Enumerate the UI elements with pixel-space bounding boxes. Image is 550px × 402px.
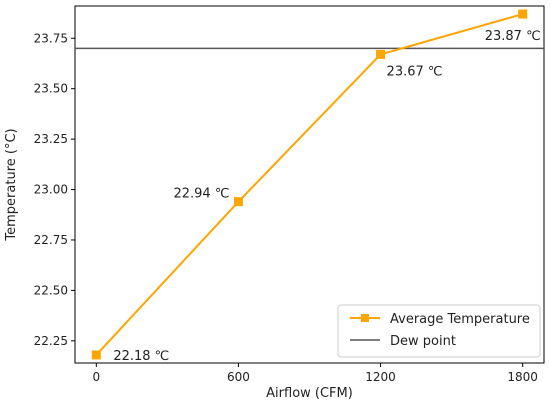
data-label: 23.67 ℃ [387, 64, 443, 79]
data-labels-layer: 22.18 ℃ 22.94 ℃ 23.67 ℃ 23.87 ℃ [113, 29, 540, 364]
y-tick-label: 23.75 [34, 31, 68, 45]
data-label: 22.18 ℃ [113, 349, 169, 364]
x-tick-label: 1200 [365, 370, 396, 384]
y-tick-label: 22.75 [34, 233, 68, 247]
x-axis-label: Airflow (CFM) [266, 386, 353, 401]
legend: Average Temperature Dew point [337, 304, 541, 358]
x-tick-label: 1800 [507, 370, 538, 384]
legend-marker-average-temperature [361, 314, 369, 322]
y-axis-ticks: 22.25 22.50 22.75 23.00 23.25 23.50 23.75 [34, 31, 75, 348]
data-label: 23.87 ℃ [485, 29, 541, 44]
plot-frame [74, 5, 545, 364]
legend-box [337, 304, 541, 358]
x-tick-label: 0 [92, 370, 100, 384]
y-tick-label: 22.50 [34, 283, 68, 297]
legend-entry-average-temperature: Average Temperature [390, 312, 530, 327]
data-point-marker [233, 197, 243, 207]
y-axis-label: Temperature (°C) [4, 128, 19, 241]
y-tick-label: 23.25 [34, 132, 68, 146]
data-label: 22.94 ℃ [173, 187, 229, 202]
data-point-marker [376, 49, 386, 59]
y-tick-label: 22.25 [34, 334, 68, 348]
x-axis-ticks: 0 600 1200 1800 [92, 363, 538, 384]
y-tick-label: 23.50 [34, 82, 68, 96]
data-point-marker [518, 9, 528, 19]
series-line-average-temperature [95, 13, 523, 356]
data-point-marker [91, 350, 101, 360]
x-tick-label: 600 [227, 370, 250, 384]
legend-entry-dew-point: Dew point [390, 334, 456, 349]
y-tick-label: 23.00 [34, 183, 68, 197]
series-layer [91, 9, 528, 360]
